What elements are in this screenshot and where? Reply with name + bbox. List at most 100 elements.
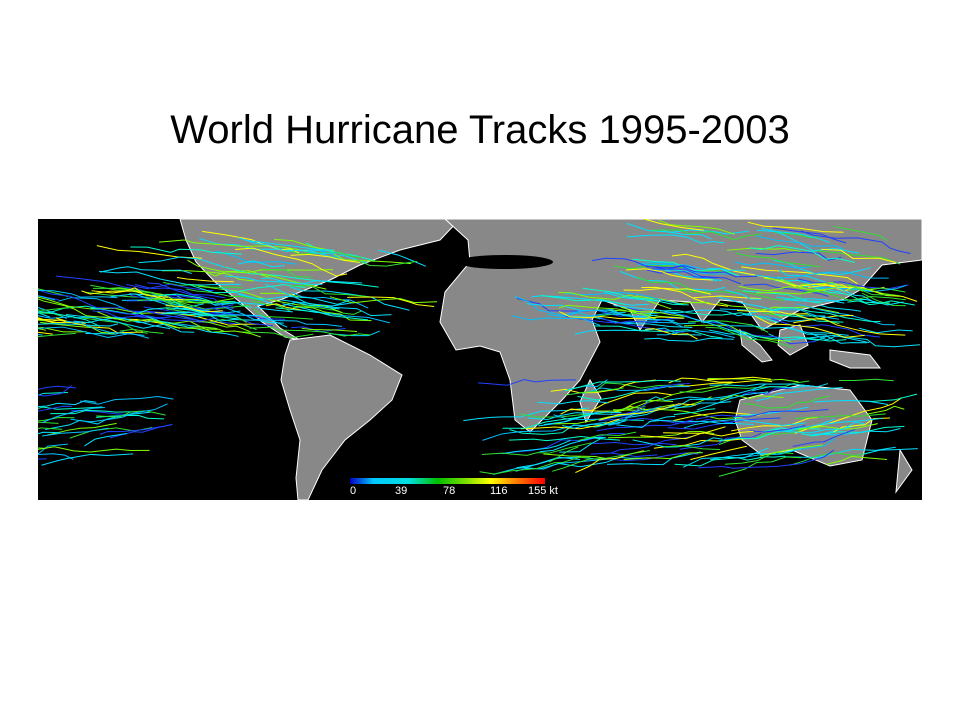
track [623, 452, 703, 461]
track [189, 326, 261, 338]
track [743, 283, 829, 297]
track [70, 403, 168, 423]
track [291, 292, 369, 309]
track [846, 283, 893, 296]
track [651, 268, 742, 285]
track [38, 318, 61, 322]
track [796, 314, 906, 336]
scale-labels: 0 39 78 116 155 kt [350, 485, 558, 497]
track [564, 292, 684, 306]
track [756, 290, 819, 295]
track [621, 399, 674, 411]
track [140, 313, 187, 327]
track [290, 286, 410, 311]
track [796, 303, 895, 326]
track [644, 337, 734, 342]
track [38, 443, 68, 455]
track [810, 332, 920, 348]
track [38, 334, 43, 336]
track [539, 436, 606, 453]
track [673, 411, 771, 422]
track [718, 427, 821, 442]
track [157, 293, 213, 303]
track [558, 304, 656, 320]
track [238, 293, 340, 310]
track [260, 292, 303, 299]
scale-label: 155 kt [528, 485, 558, 497]
track [642, 219, 704, 231]
track [224, 275, 323, 285]
track [564, 379, 681, 392]
track [295, 305, 372, 322]
track [674, 401, 732, 409]
track [683, 419, 806, 429]
track [100, 266, 192, 274]
track [626, 222, 712, 240]
track [260, 273, 327, 290]
track [84, 432, 127, 447]
track [797, 278, 909, 290]
track [514, 295, 626, 316]
track [663, 426, 726, 434]
track [716, 301, 783, 318]
track [678, 289, 741, 295]
track [754, 315, 865, 338]
track [817, 417, 883, 426]
track [38, 327, 87, 333]
track [582, 287, 689, 306]
track [328, 330, 380, 337]
track [237, 260, 285, 268]
track [538, 411, 622, 427]
track [626, 268, 713, 281]
track [727, 329, 847, 342]
track [820, 304, 862, 312]
track [626, 234, 725, 244]
track [246, 240, 334, 251]
track [596, 419, 694, 432]
track [738, 285, 826, 292]
track [664, 445, 720, 450]
track [731, 417, 818, 432]
track [612, 401, 649, 415]
track [295, 308, 391, 324]
track [38, 288, 69, 298]
track [749, 245, 855, 263]
track [609, 408, 659, 426]
track [479, 456, 591, 475]
track [778, 421, 865, 434]
track [135, 284, 226, 299]
track [92, 310, 167, 319]
track [801, 290, 906, 302]
track [749, 425, 806, 433]
track [130, 246, 242, 255]
track [695, 408, 829, 420]
track [793, 314, 854, 324]
track [186, 288, 263, 302]
track [696, 391, 769, 411]
track [218, 286, 350, 305]
track [671, 253, 796, 288]
track [637, 263, 706, 270]
track [58, 297, 129, 311]
track [347, 296, 435, 307]
track [705, 326, 794, 349]
track [40, 321, 115, 334]
track [646, 265, 757, 278]
track [264, 283, 356, 307]
track [577, 386, 658, 401]
track [90, 307, 212, 317]
track [79, 396, 174, 405]
track [724, 289, 762, 300]
track [604, 291, 659, 302]
track [109, 287, 219, 304]
track [502, 413, 593, 429]
track [756, 386, 843, 402]
track [742, 438, 836, 458]
track [755, 271, 889, 279]
track [38, 315, 75, 319]
track [594, 314, 684, 324]
track [38, 446, 150, 453]
track [91, 287, 184, 301]
track [118, 306, 218, 322]
track [543, 453, 605, 459]
